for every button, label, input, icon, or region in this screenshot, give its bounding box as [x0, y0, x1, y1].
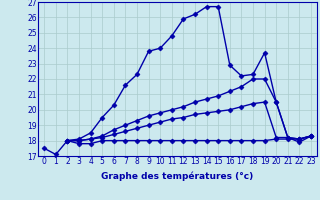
X-axis label: Graphe des températures (°c): Graphe des températures (°c) — [101, 172, 254, 181]
